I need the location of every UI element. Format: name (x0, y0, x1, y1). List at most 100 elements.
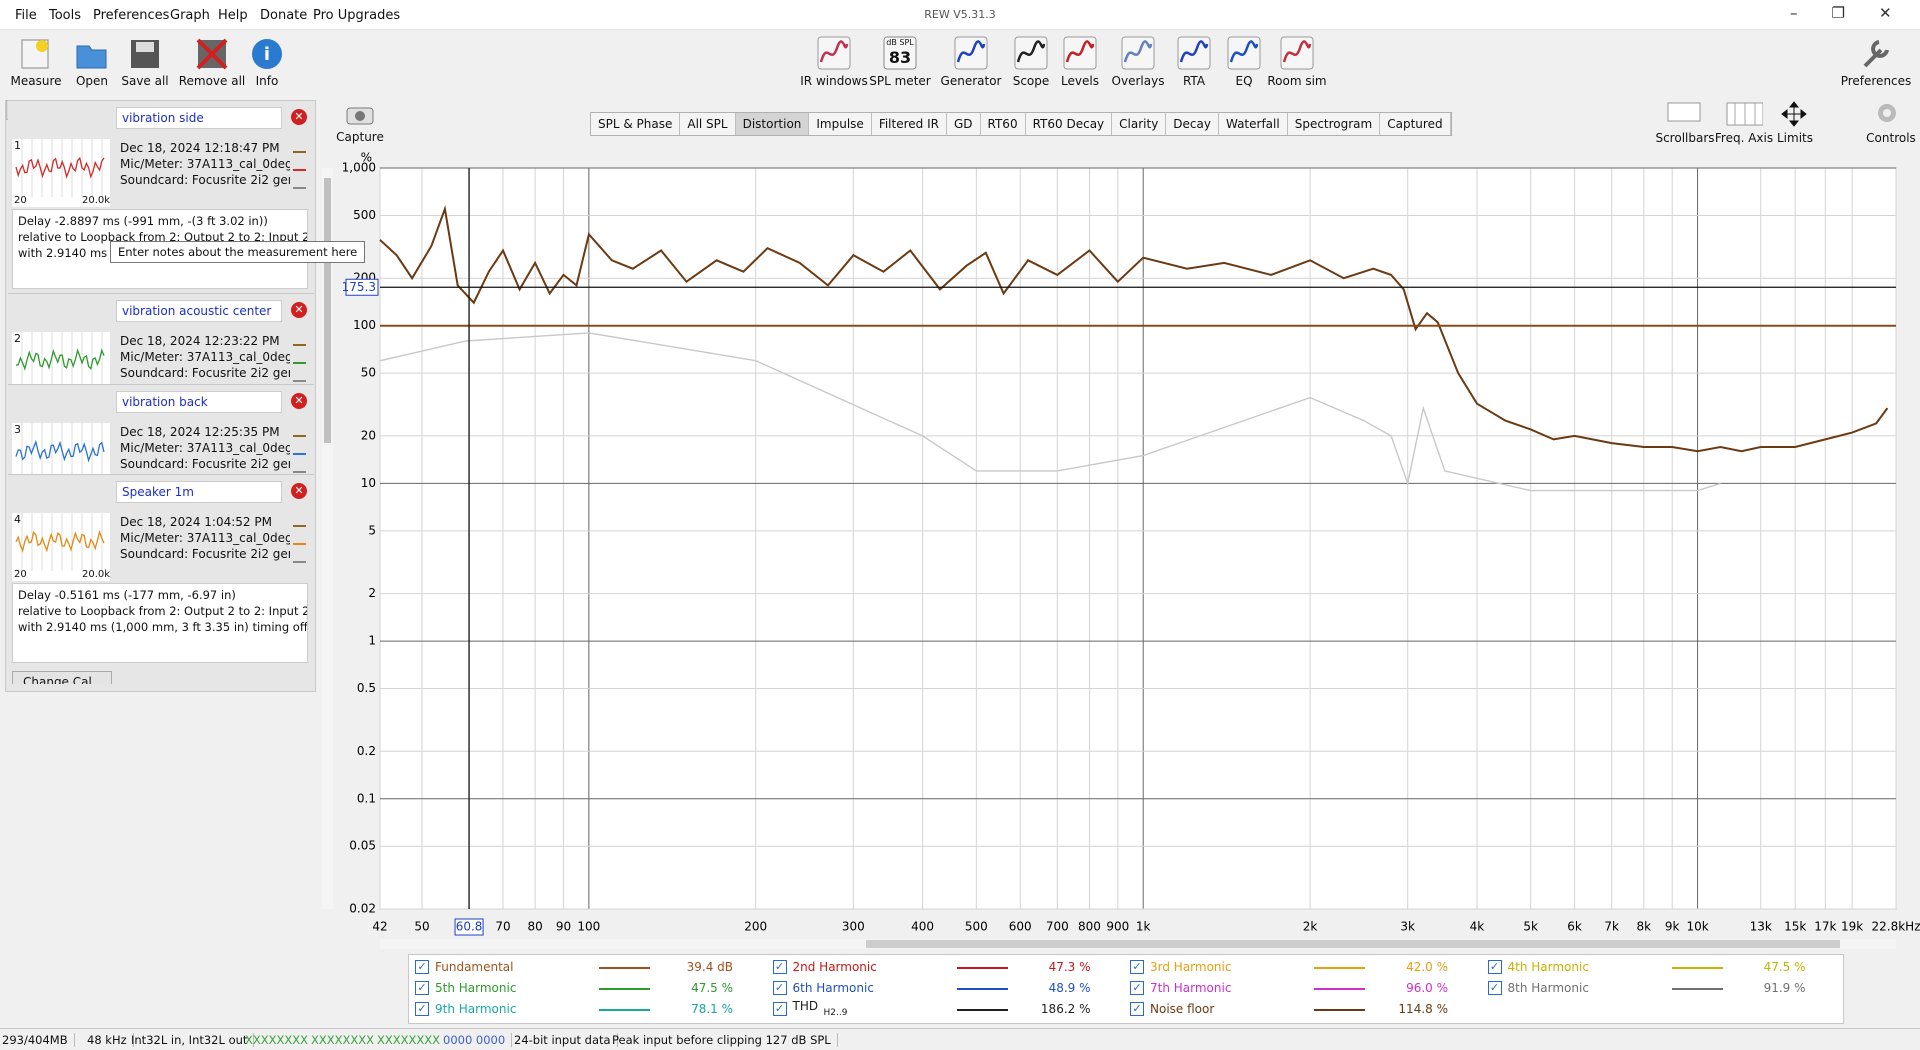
legend-checkbox[interactable]: ✓ (772, 960, 787, 974)
toolbar-label[interactable]: IR windows (800, 74, 868, 88)
entry-tool-icon[interactable] (293, 515, 306, 527)
toolbar-icon[interactable] (1177, 36, 1211, 70)
graph-control-icon[interactable] (1666, 100, 1704, 128)
tab[interactable]: RT60 (980, 113, 1026, 135)
legend-name[interactable]: 8th Harmonic (1507, 981, 1589, 995)
menu-item[interactable]: File (15, 8, 37, 23)
notes-box[interactable]: Delay -0.5161 ms (-177 mm, -6.97 in) rel… (12, 583, 308, 663)
entry-tool-icon[interactable] (293, 443, 306, 455)
capture-icon[interactable] (345, 104, 375, 126)
tab[interactable]: GD (946, 113, 981, 135)
entry-tool-icon[interactable] (293, 177, 306, 189)
entry-tool-icon[interactable] (293, 352, 306, 364)
legend-checkbox[interactable]: ✓ (1487, 981, 1502, 995)
measurement-thumbnail[interactable] (12, 139, 110, 207)
toolbar-icon[interactable] (1280, 36, 1314, 70)
menu-item[interactable]: Donate (260, 8, 308, 23)
toolbar-icon[interactable] (1014, 36, 1048, 70)
legend-name[interactable]: Fundamental (435, 960, 514, 974)
toolbar-label[interactable]: Measure (10, 74, 62, 88)
entry-tool-icon[interactable] (293, 461, 306, 473)
toolbar-icon[interactable] (1859, 36, 1893, 70)
legend-checkbox[interactable]: ✓ (1487, 960, 1502, 974)
measurement-thumbnail[interactable] (12, 332, 110, 393)
tab[interactable]: Impulse (809, 113, 872, 135)
graph-control-icon[interactable] (1872, 100, 1910, 128)
window-controls[interactable]: –❐✕ (1790, 4, 1920, 22)
measurement-name[interactable]: vibration acoustic center (116, 300, 282, 322)
legend-checkbox[interactable]: ✓ (1130, 960, 1144, 974)
legend-checkbox[interactable]: ✓ (772, 1002, 787, 1016)
toolbar-icon[interactable] (817, 36, 851, 70)
entry-tool-icon[interactable] (293, 159, 306, 171)
tab[interactable]: Distortion (735, 113, 810, 135)
measurement-name[interactable]: vibration back (116, 391, 282, 413)
remove-button[interactable]: ✕ (291, 393, 307, 409)
legend-checkbox[interactable]: ✓ (415, 960, 429, 974)
toolbar-icon[interactable] (954, 36, 988, 70)
toolbar-label[interactable]: Save all (121, 74, 169, 88)
tab[interactable]: Captured (1380, 113, 1451, 135)
legend-checkbox[interactable]: ✓ (415, 1002, 429, 1016)
measurement-name[interactable]: Speaker 1m (116, 481, 282, 503)
toolbar-icon[interactable] (1063, 36, 1097, 70)
panel-scrollbar[interactable] (322, 168, 333, 909)
measurement-thumbnail[interactable] (12, 513, 110, 581)
legend-name[interactable]: 3rd Harmonic (1150, 960, 1232, 974)
legend-name[interactable]: 7th Harmonic (1150, 981, 1232, 995)
graph-control-label[interactable]: Freq. Axis (1714, 131, 1774, 145)
toolbar-icon[interactable] (194, 36, 230, 72)
toolbar-label[interactable]: Levels (1061, 74, 1099, 88)
legend-checkbox[interactable]: ✓ (1130, 981, 1144, 995)
tab[interactable]: SPL & Phase (591, 113, 681, 135)
toolbar-label[interactable]: Preferences (1840, 74, 1912, 88)
menu-item[interactable]: Graph (170, 8, 210, 23)
toolbar-label[interactable]: EQ (1235, 74, 1253, 88)
tab[interactable]: Decay (1166, 113, 1219, 135)
toolbar-label[interactable]: Scope (1012, 74, 1050, 88)
legend-checkbox[interactable]: ✓ (772, 981, 787, 995)
toolbar-label[interactable]: Generator (940, 74, 1002, 88)
toolbar-icon[interactable] (127, 36, 163, 72)
entry-tool-icon[interactable] (293, 334, 306, 346)
legend-checkbox[interactable]: ✓ (415, 981, 429, 995)
toolbar-icon[interactable] (883, 36, 917, 70)
entry-tool-icon[interactable] (293, 533, 306, 545)
change-cal-button[interactable]: Change Cal... (12, 671, 112, 684)
tab[interactable]: Clarity (1112, 113, 1167, 135)
entry-tool-icon[interactable] (293, 425, 306, 437)
remove-button[interactable]: ✕ (291, 109, 307, 125)
remove-button[interactable]: ✕ (291, 483, 307, 499)
toolbar-icon[interactable] (1227, 36, 1261, 70)
graph-control-icon[interactable] (1725, 100, 1763, 128)
toolbar-label[interactable]: Info (255, 74, 279, 88)
legend-name[interactable]: 4th Harmonic (1507, 960, 1589, 974)
toolbar-label[interactable]: Overlays (1111, 74, 1165, 88)
measurement-thumbnail[interactable] (12, 423, 110, 484)
menu-item[interactable]: Tools (49, 8, 82, 23)
entry-tool-icon[interactable] (293, 370, 306, 382)
toolbar-label[interactable]: SPL meter (869, 74, 931, 88)
toolbar-label[interactable]: RTA (1182, 74, 1206, 88)
remove-button[interactable]: ✕ (291, 302, 307, 318)
graph-control-icon[interactable] (1776, 100, 1814, 128)
legend-name[interactable]: THD (792, 999, 819, 1013)
toolbar-icon[interactable]: i (249, 36, 285, 72)
toolbar-icon[interactable] (1121, 36, 1155, 70)
panel-scroll-thumb[interactable] (324, 178, 331, 443)
legend-name[interactable]: Noise floor (1150, 1002, 1215, 1016)
toolbar-label[interactable]: Open (75, 74, 109, 88)
toolbar-icon[interactable] (18, 36, 54, 72)
capture-label[interactable]: Capture (336, 130, 384, 144)
tab[interactable]: Filtered IR (871, 113, 947, 135)
graph-control-label[interactable]: Scrollbars (1655, 131, 1715, 145)
entry-tool-icon[interactable] (293, 141, 306, 153)
tab[interactable]: RT60 Decay (1025, 113, 1113, 135)
toolbar-label[interactable]: Remove all (178, 74, 246, 88)
toolbar-icon[interactable] (74, 36, 110, 72)
tab[interactable]: Spectrogram (1287, 113, 1381, 135)
legend-name[interactable]: 9th Harmonic (435, 1002, 517, 1016)
legend-checkbox[interactable]: ✓ (1130, 1002, 1144, 1016)
graph-control-label[interactable]: Controls (1866, 131, 1916, 145)
legend-name[interactable]: 6th Harmonic (792, 981, 874, 995)
